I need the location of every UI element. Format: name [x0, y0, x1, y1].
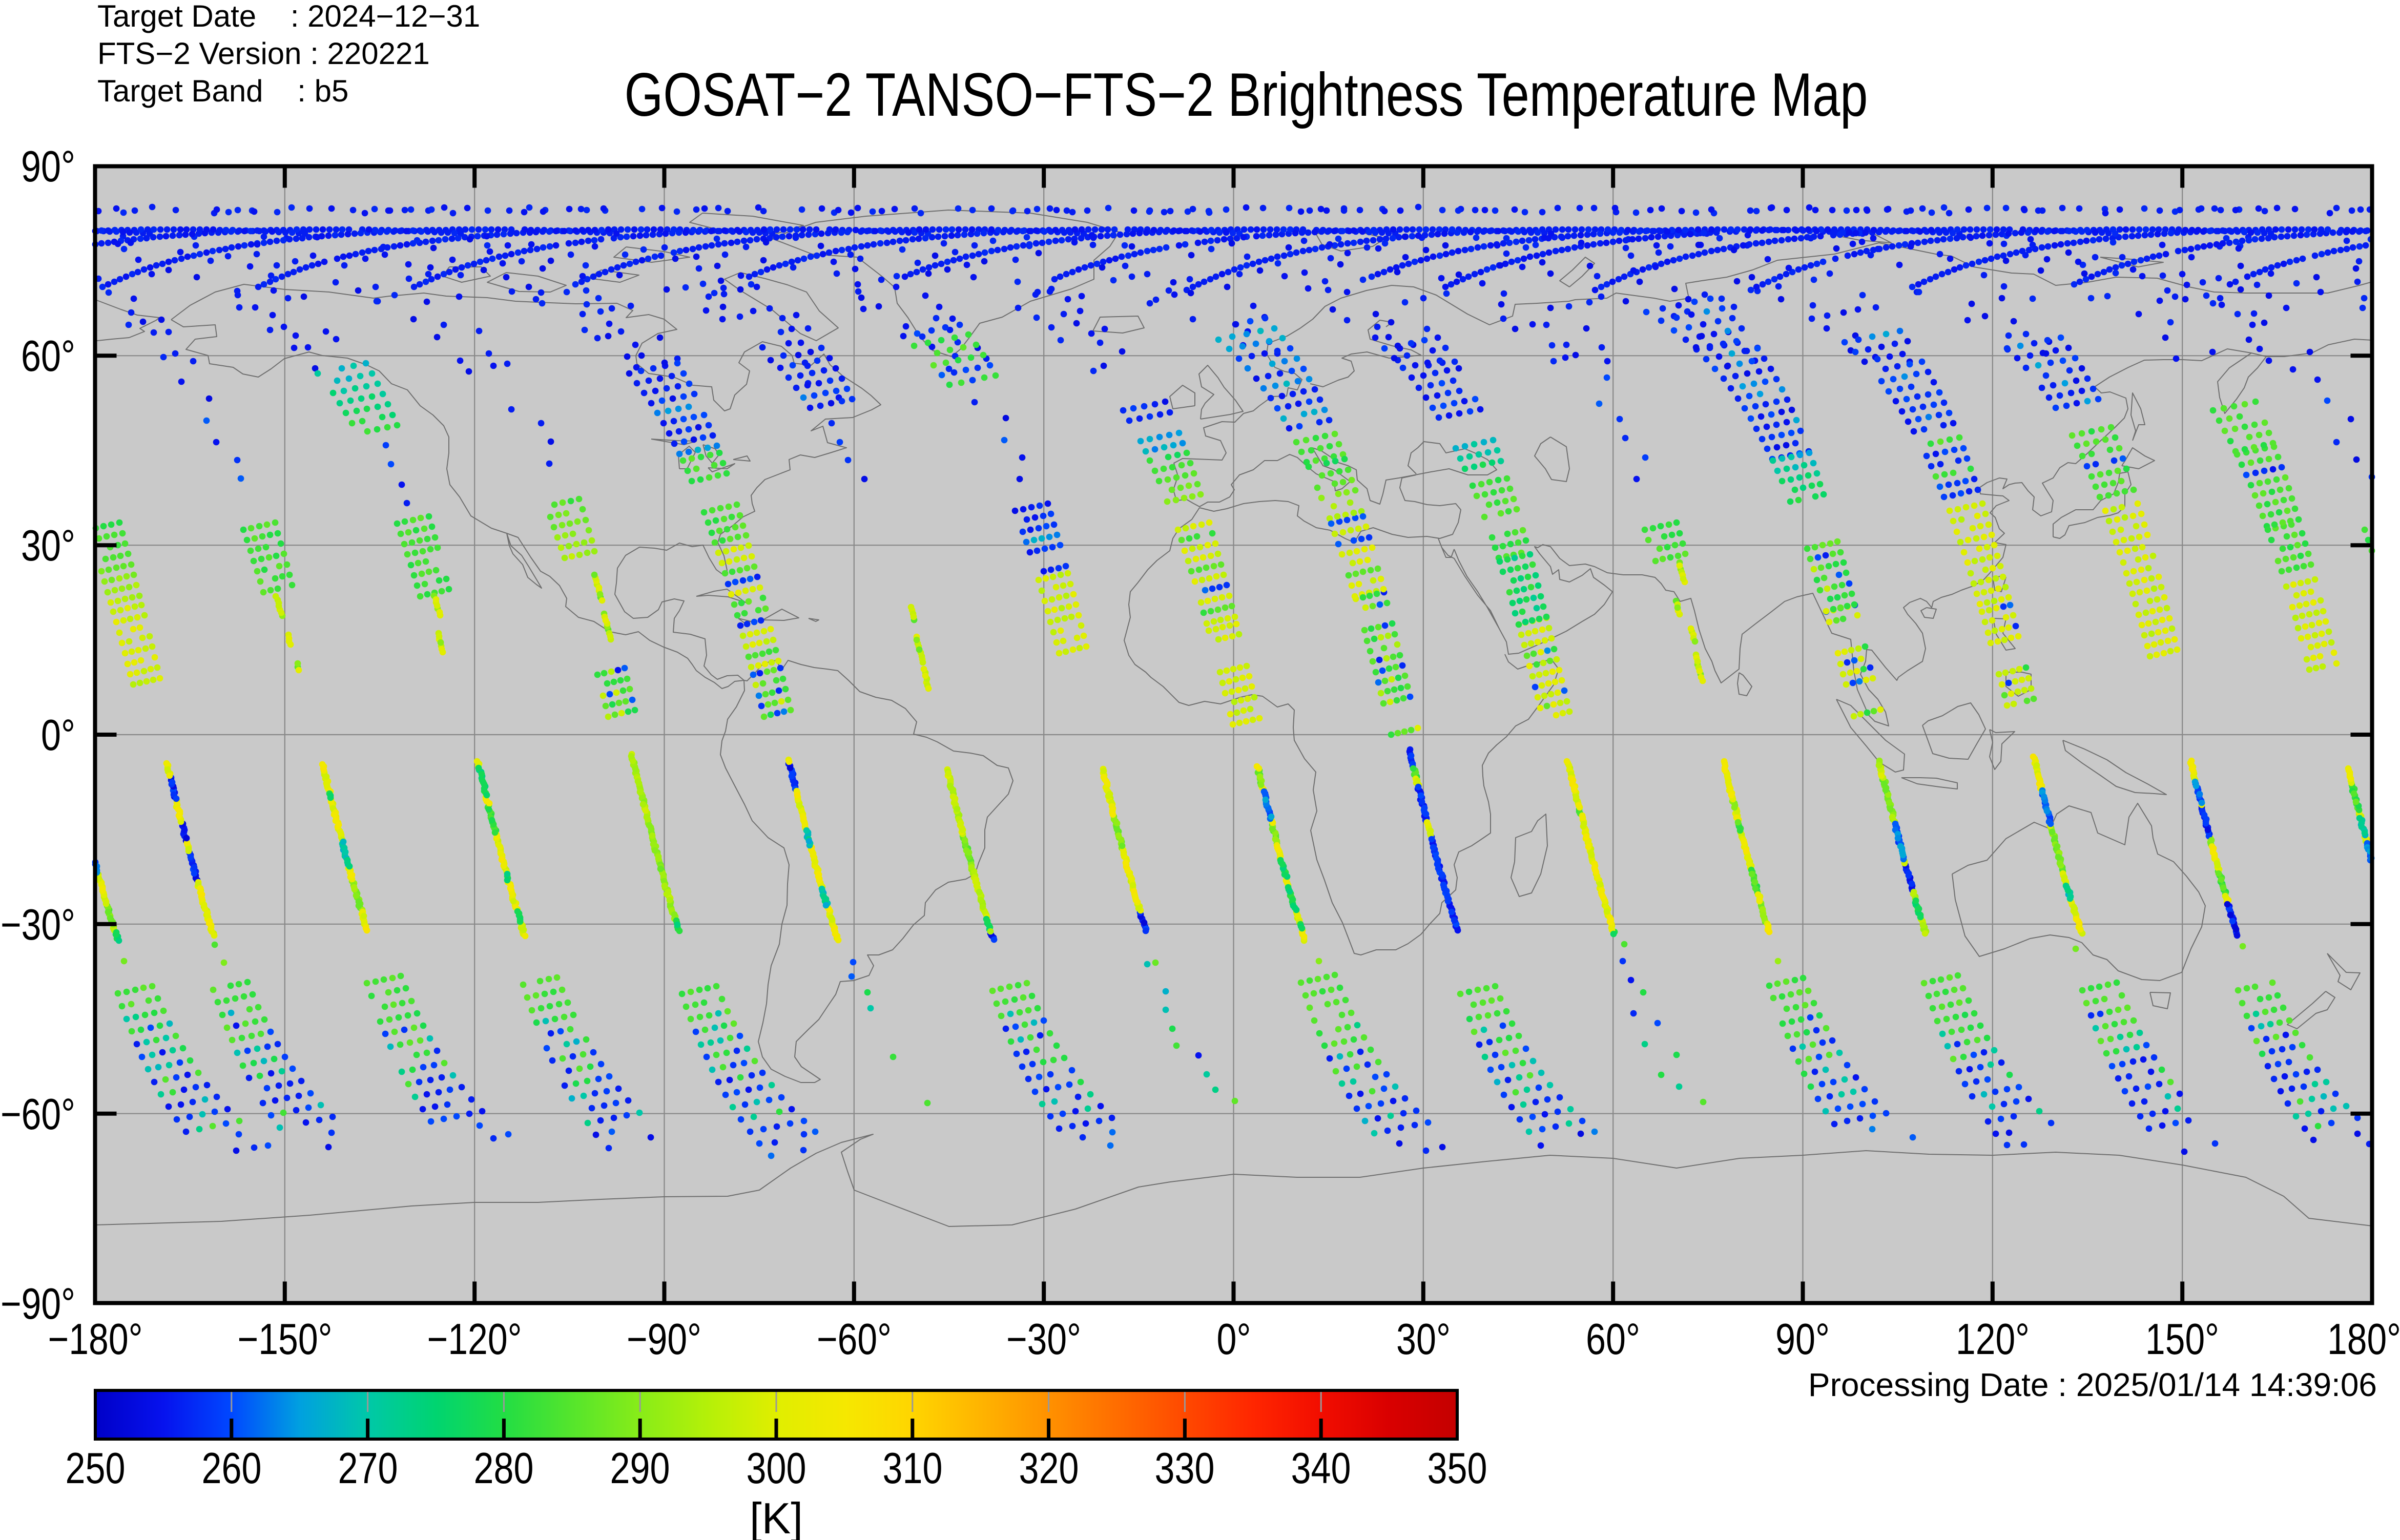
- svg-text:90°: 90°: [1775, 1315, 1830, 1364]
- svg-text:330: 330: [1155, 1444, 1215, 1493]
- svg-text:310: 310: [883, 1444, 943, 1493]
- svg-text:−180°: −180°: [48, 1315, 143, 1364]
- svg-text:90°: 90°: [21, 142, 75, 191]
- svg-text:−90°: −90°: [1, 1280, 75, 1328]
- svg-text:250: 250: [66, 1444, 126, 1493]
- svg-text:60°: 60°: [1586, 1315, 1640, 1364]
- svg-text:290: 290: [610, 1444, 670, 1493]
- svg-text:FTS−2 Version : 220221: FTS−2 Version : 220221: [97, 36, 430, 71]
- svg-text:180°: 180°: [2327, 1315, 2400, 1364]
- svg-text:340: 340: [1291, 1444, 1351, 1493]
- svg-text:30°: 30°: [21, 522, 75, 570]
- svg-text:Target Date : 2024−12−31: Target Date : 2024−12−31: [97, 0, 480, 33]
- svg-text:−30°: −30°: [1, 901, 75, 949]
- svg-text:260: 260: [202, 1444, 262, 1493]
- svg-text:[K]: [K]: [750, 1494, 803, 1540]
- svg-text:300: 300: [747, 1444, 806, 1493]
- svg-text:280: 280: [474, 1444, 534, 1493]
- svg-text:30°: 30°: [1396, 1315, 1451, 1364]
- svg-text:320: 320: [1019, 1444, 1079, 1493]
- svg-text:120°: 120°: [1956, 1315, 2030, 1364]
- svg-text:−60°: −60°: [817, 1315, 892, 1364]
- svg-text:0°: 0°: [1217, 1315, 1251, 1364]
- svg-text:GOSAT−2 TANSO−FTS−2 Brightness: GOSAT−2 TANSO−FTS−2 Brightness Temperatu…: [625, 60, 1868, 129]
- svg-text:−30°: −30°: [1006, 1315, 1081, 1364]
- svg-text:−60°: −60°: [1, 1090, 75, 1139]
- svg-text:Target Band : b5: Target Band : b5: [97, 74, 348, 108]
- svg-text:−150°: −150°: [238, 1315, 333, 1364]
- svg-text:−120°: −120°: [427, 1315, 522, 1364]
- svg-text:60°: 60°: [21, 332, 75, 381]
- svg-text:−90°: −90°: [627, 1315, 701, 1364]
- svg-text:270: 270: [338, 1444, 398, 1493]
- svg-text:Processing Date : 2025/01/14 1: Processing Date : 2025/01/14 14:39:06: [1808, 1366, 2377, 1403]
- svg-text:350: 350: [1427, 1444, 1487, 1493]
- svg-text:0°: 0°: [41, 711, 75, 760]
- svg-text:150°: 150°: [2145, 1315, 2219, 1364]
